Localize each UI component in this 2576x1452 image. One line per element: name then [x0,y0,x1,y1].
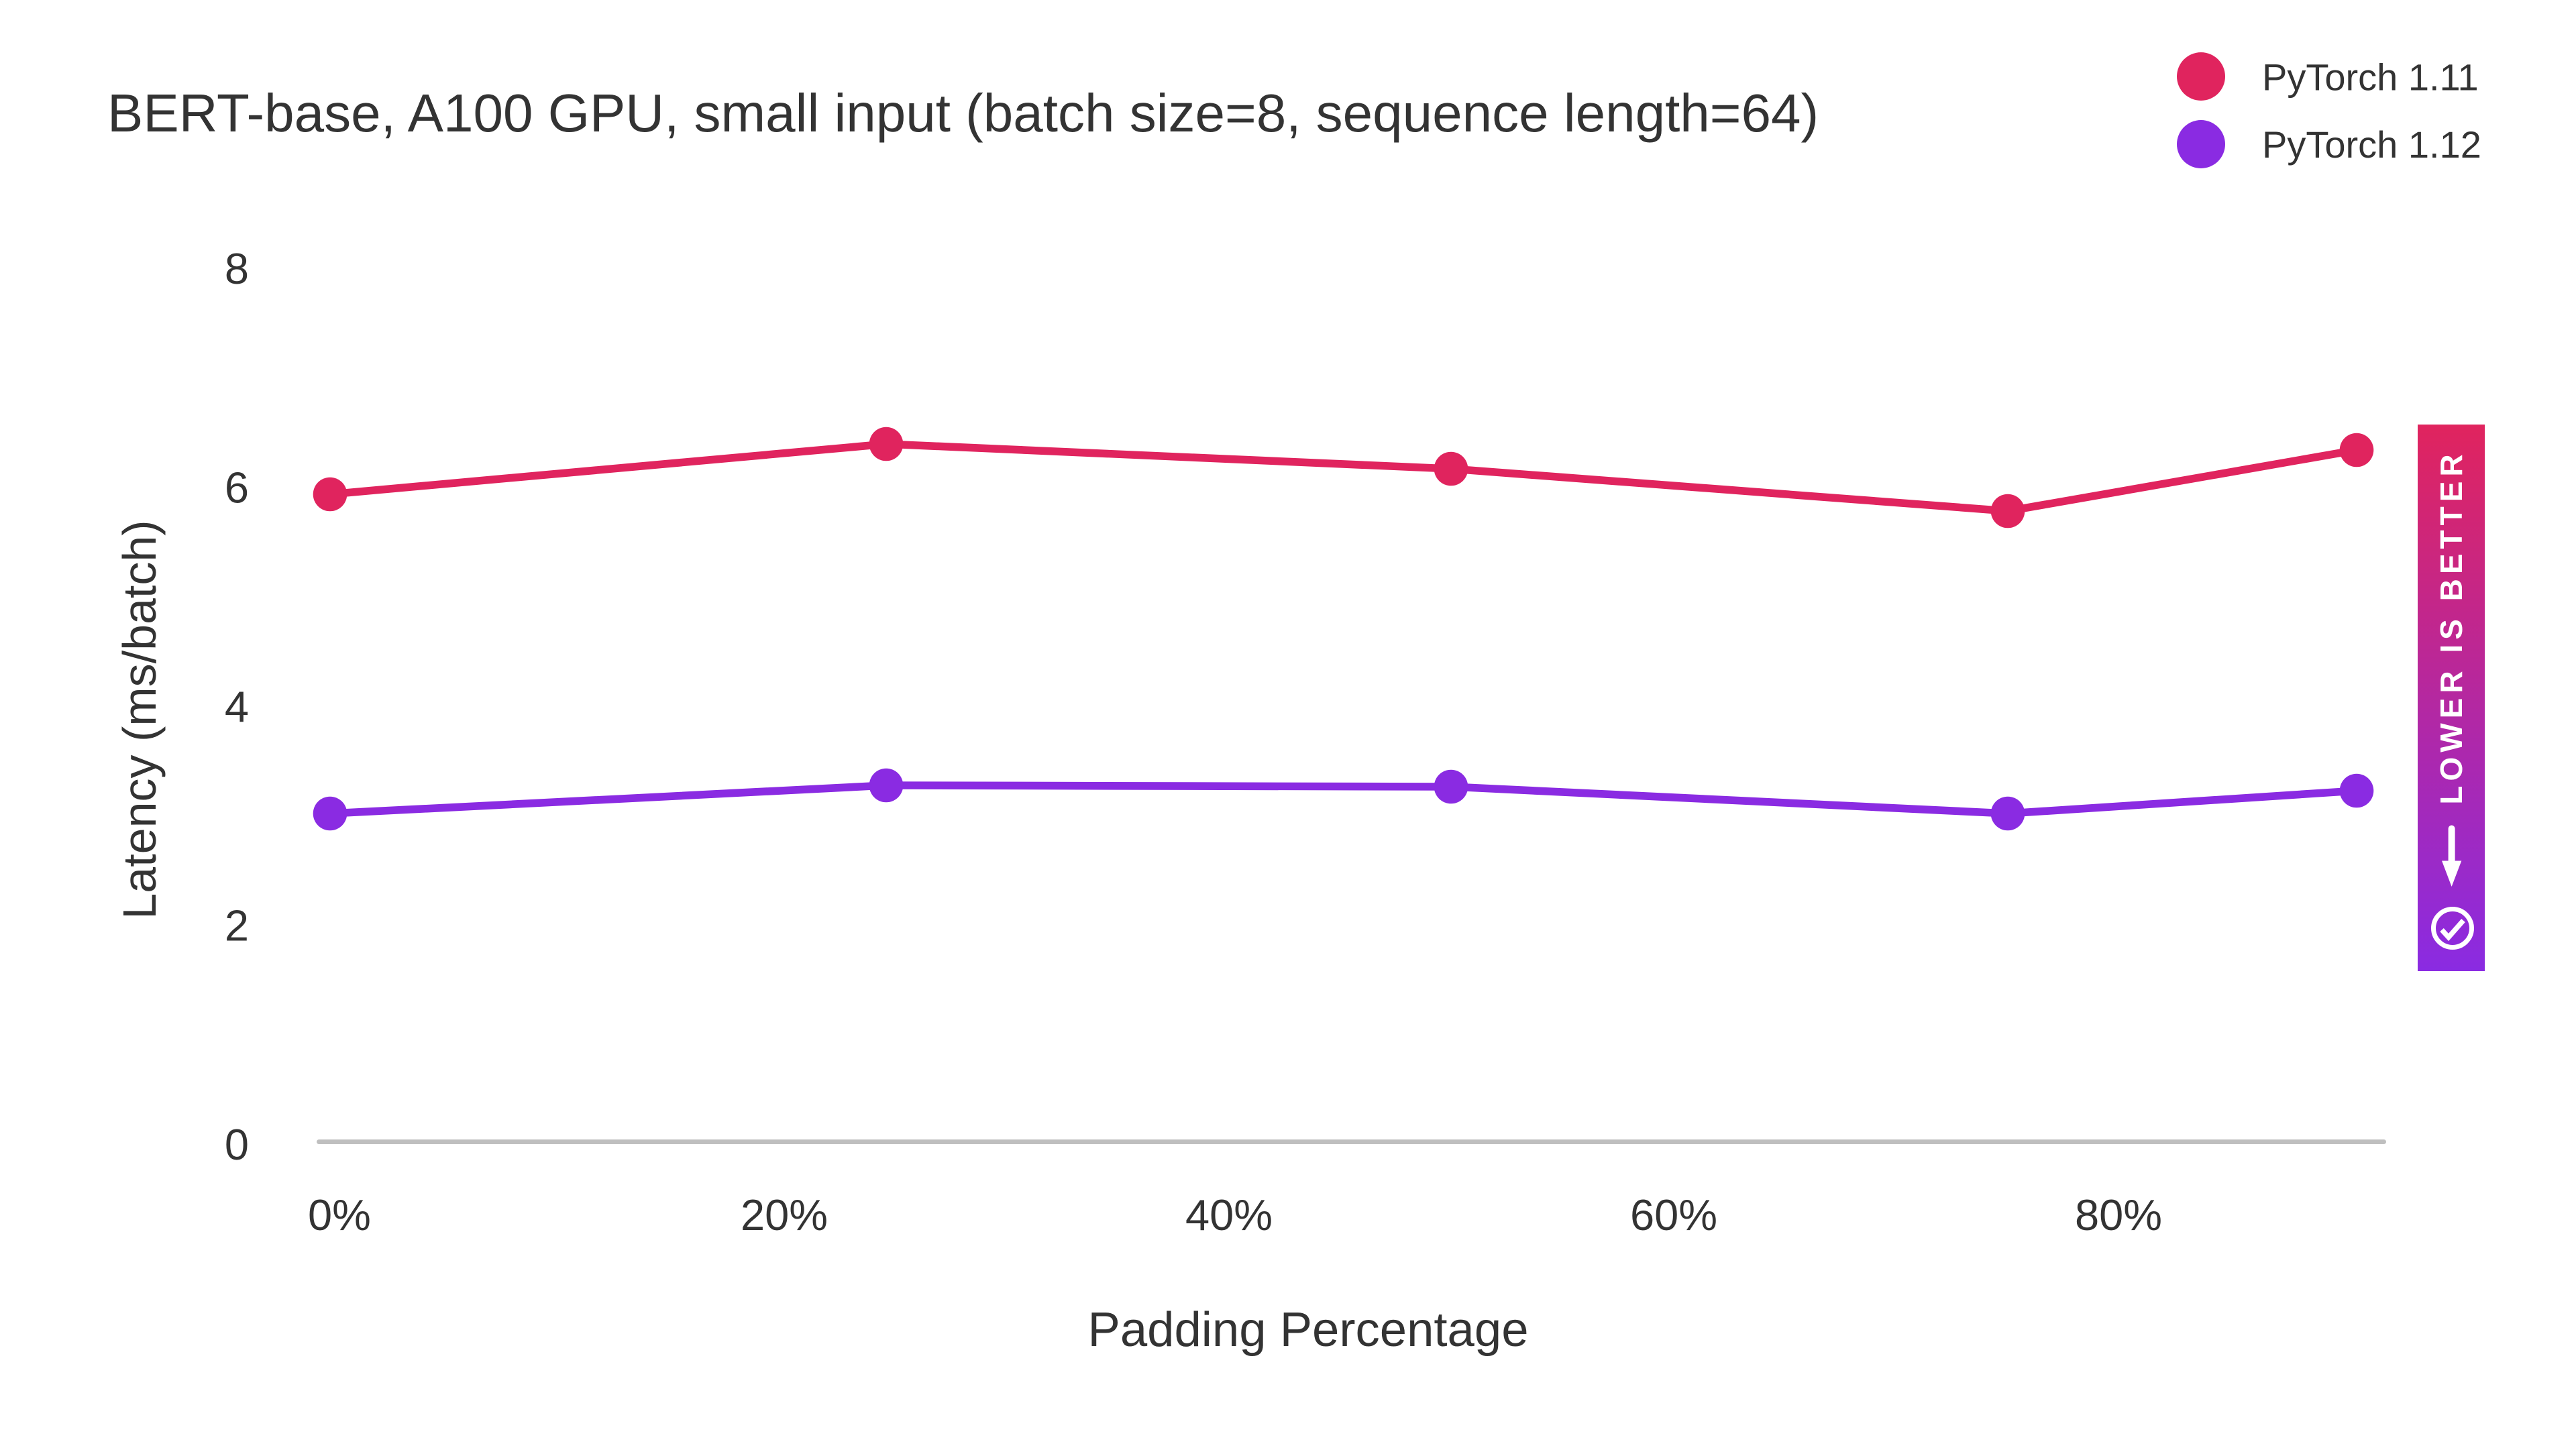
svg-text:PyTorch 1.12: PyTorch 1.12 [2262,123,2481,166]
svg-text:0: 0 [225,1120,249,1169]
svg-text:20%: 20% [741,1190,828,1239]
svg-text:8: 8 [225,244,249,293]
svg-text:PyTorch 1.11: PyTorch 1.11 [2262,56,2479,99]
svg-text:4: 4 [225,682,249,731]
svg-text:2: 2 [225,901,249,950]
svg-text:BERT-base, A100 GPU, small inp: BERT-base, A100 GPU, small input (batch … [107,83,1819,143]
svg-text:Latency (ms/batch): Latency (ms/batch) [113,520,166,919]
svg-text:80%: 80% [2075,1190,2162,1239]
svg-text:0%: 0% [308,1190,371,1239]
svg-text:40%: 40% [1185,1190,1273,1239]
svg-text:Padding Percentage: Padding Percentage [1087,1302,1528,1357]
svg-text:60%: 60% [1630,1190,1717,1239]
svg-text:LOWER IS BETTER: LOWER IS BETTER [2434,449,2469,804]
svg-text:6: 6 [225,463,249,512]
